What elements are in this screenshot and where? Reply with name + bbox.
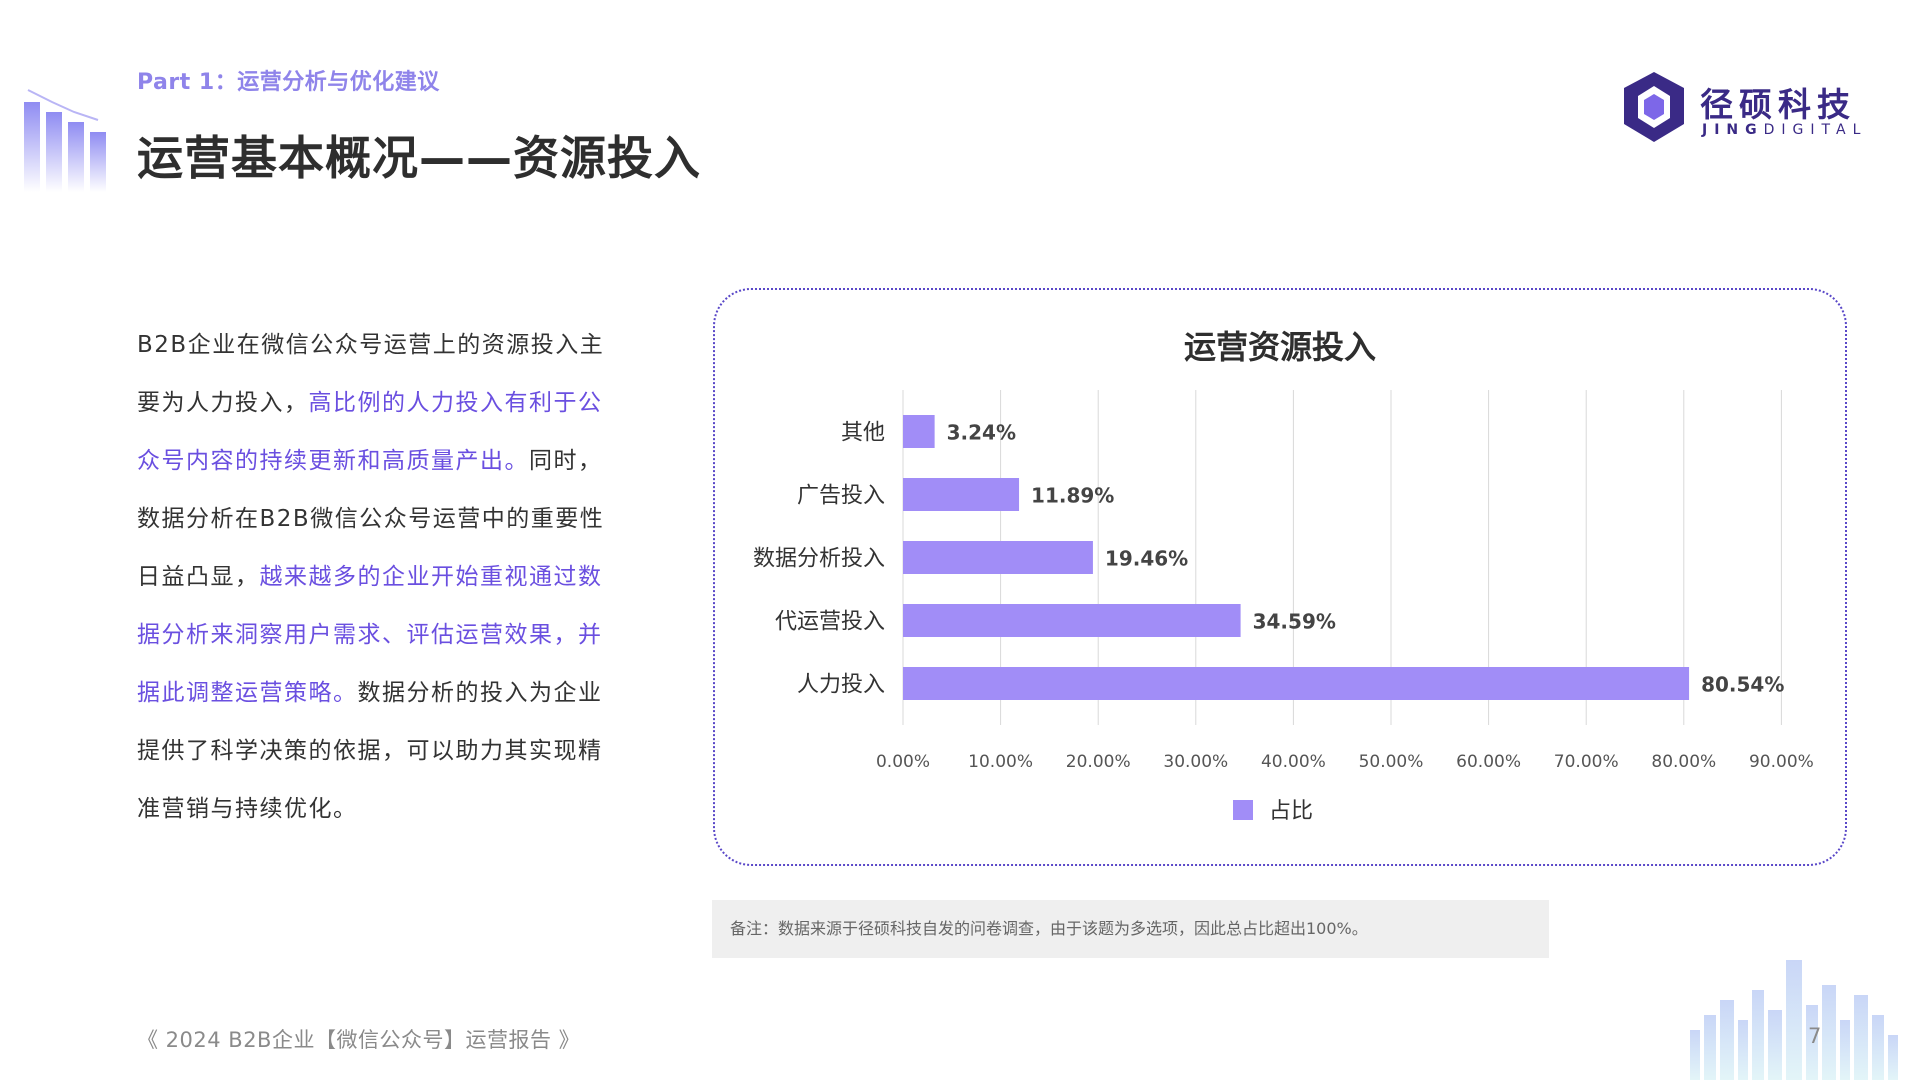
paragraph-segment: 数据分析的投入为企业提供了科学决策的依据，可以助力其实现精准营销与持续优化。 bbox=[137, 680, 603, 822]
x-tick-label: 20.00% bbox=[1066, 752, 1131, 772]
part-label: Part 1：运营分析与优化建议 bbox=[137, 70, 440, 95]
logo-english-name: JINGDIGITAL bbox=[1702, 122, 1868, 138]
decorative-bars-icon bbox=[24, 89, 106, 192]
chart-frame bbox=[713, 288, 1847, 866]
data-source-note: 备注：数据来源于径硕科技自发的问卷调查，由于该题为多选项，因此总占比超出100%… bbox=[712, 900, 1549, 958]
legend-swatch bbox=[1233, 800, 1253, 820]
chart-title: 运营资源投入 bbox=[1184, 328, 1376, 366]
category-label: 人力投入 bbox=[797, 673, 885, 698]
page-title: 运营基本概况——资源投入 bbox=[137, 131, 701, 185]
bar bbox=[903, 415, 935, 448]
resource-input-bar-chart: 运营资源投入 0.00% 10.00% 20.00% 30.00% 40.00% 50.00… bbox=[753, 328, 1814, 824]
bar bbox=[903, 478, 1020, 511]
x-tick-label: 30.00% bbox=[1163, 752, 1228, 772]
x-tick-label: 10.00% bbox=[968, 752, 1033, 772]
logo-chinese-name: 径硕科技 bbox=[1700, 85, 1856, 124]
bar bbox=[903, 667, 1690, 700]
x-tick-label: 70.00% bbox=[1554, 752, 1619, 772]
page-number: 7 bbox=[1808, 1024, 1822, 1048]
category-label: 数据分析投入 bbox=[753, 547, 885, 572]
bar bbox=[903, 541, 1093, 574]
city-skyline-icon bbox=[1690, 960, 1898, 1080]
x-tick-label: 50.00% bbox=[1359, 752, 1424, 772]
data-label: 3.24% bbox=[947, 421, 1016, 445]
category-label: 代运营投入 bbox=[775, 610, 885, 635]
paragraph-highlight: 高比例的人力投入有利于公众号内容的持续更新和高质量产出。 bbox=[137, 390, 603, 474]
data-label: 19.46% bbox=[1105, 547, 1188, 571]
paragraph-highlight: 越来越多的企业开始重视通过数据分析来洞察用户需求、评估运营效果，并据此调整运营策… bbox=[137, 564, 603, 706]
bar bbox=[903, 604, 1241, 637]
description-paragraph: B2B企业在微信公众号运营上的资源投入主要为人力投入，高比例的人力投入有利于公众… bbox=[137, 316, 617, 838]
data-label: 34.59% bbox=[1253, 610, 1336, 634]
x-tick-label: 40.00% bbox=[1261, 752, 1326, 772]
paragraph-segment: 同时，数据分析在B2B微信公众号运营中的重要性日益凸显， bbox=[137, 448, 605, 590]
category-label: 其他 bbox=[841, 421, 885, 446]
legend-label: 占比 bbox=[1269, 799, 1313, 824]
x-tick-label: 60.00% bbox=[1456, 752, 1521, 772]
x-tick-label: 80.00% bbox=[1651, 752, 1716, 772]
report-footer: 《 2024 B2B企业【微信公众号】运营报告 》 bbox=[137, 1028, 581, 1052]
x-tick-label: 0.00% bbox=[876, 752, 930, 772]
logo-mark-icon bbox=[1624, 72, 1684, 142]
company-logo: 径硕科技 JINGDIGITAL bbox=[1622, 68, 1862, 148]
data-label: 11.89% bbox=[1031, 484, 1114, 508]
category-label: 广告投入 bbox=[797, 484, 885, 509]
x-tick-label: 90.00% bbox=[1749, 752, 1814, 772]
data-label: 80.54% bbox=[1701, 673, 1784, 697]
paragraph-segment: B2B企业在微信公众号运营上的资源投入主要为人力投入， bbox=[137, 332, 605, 416]
